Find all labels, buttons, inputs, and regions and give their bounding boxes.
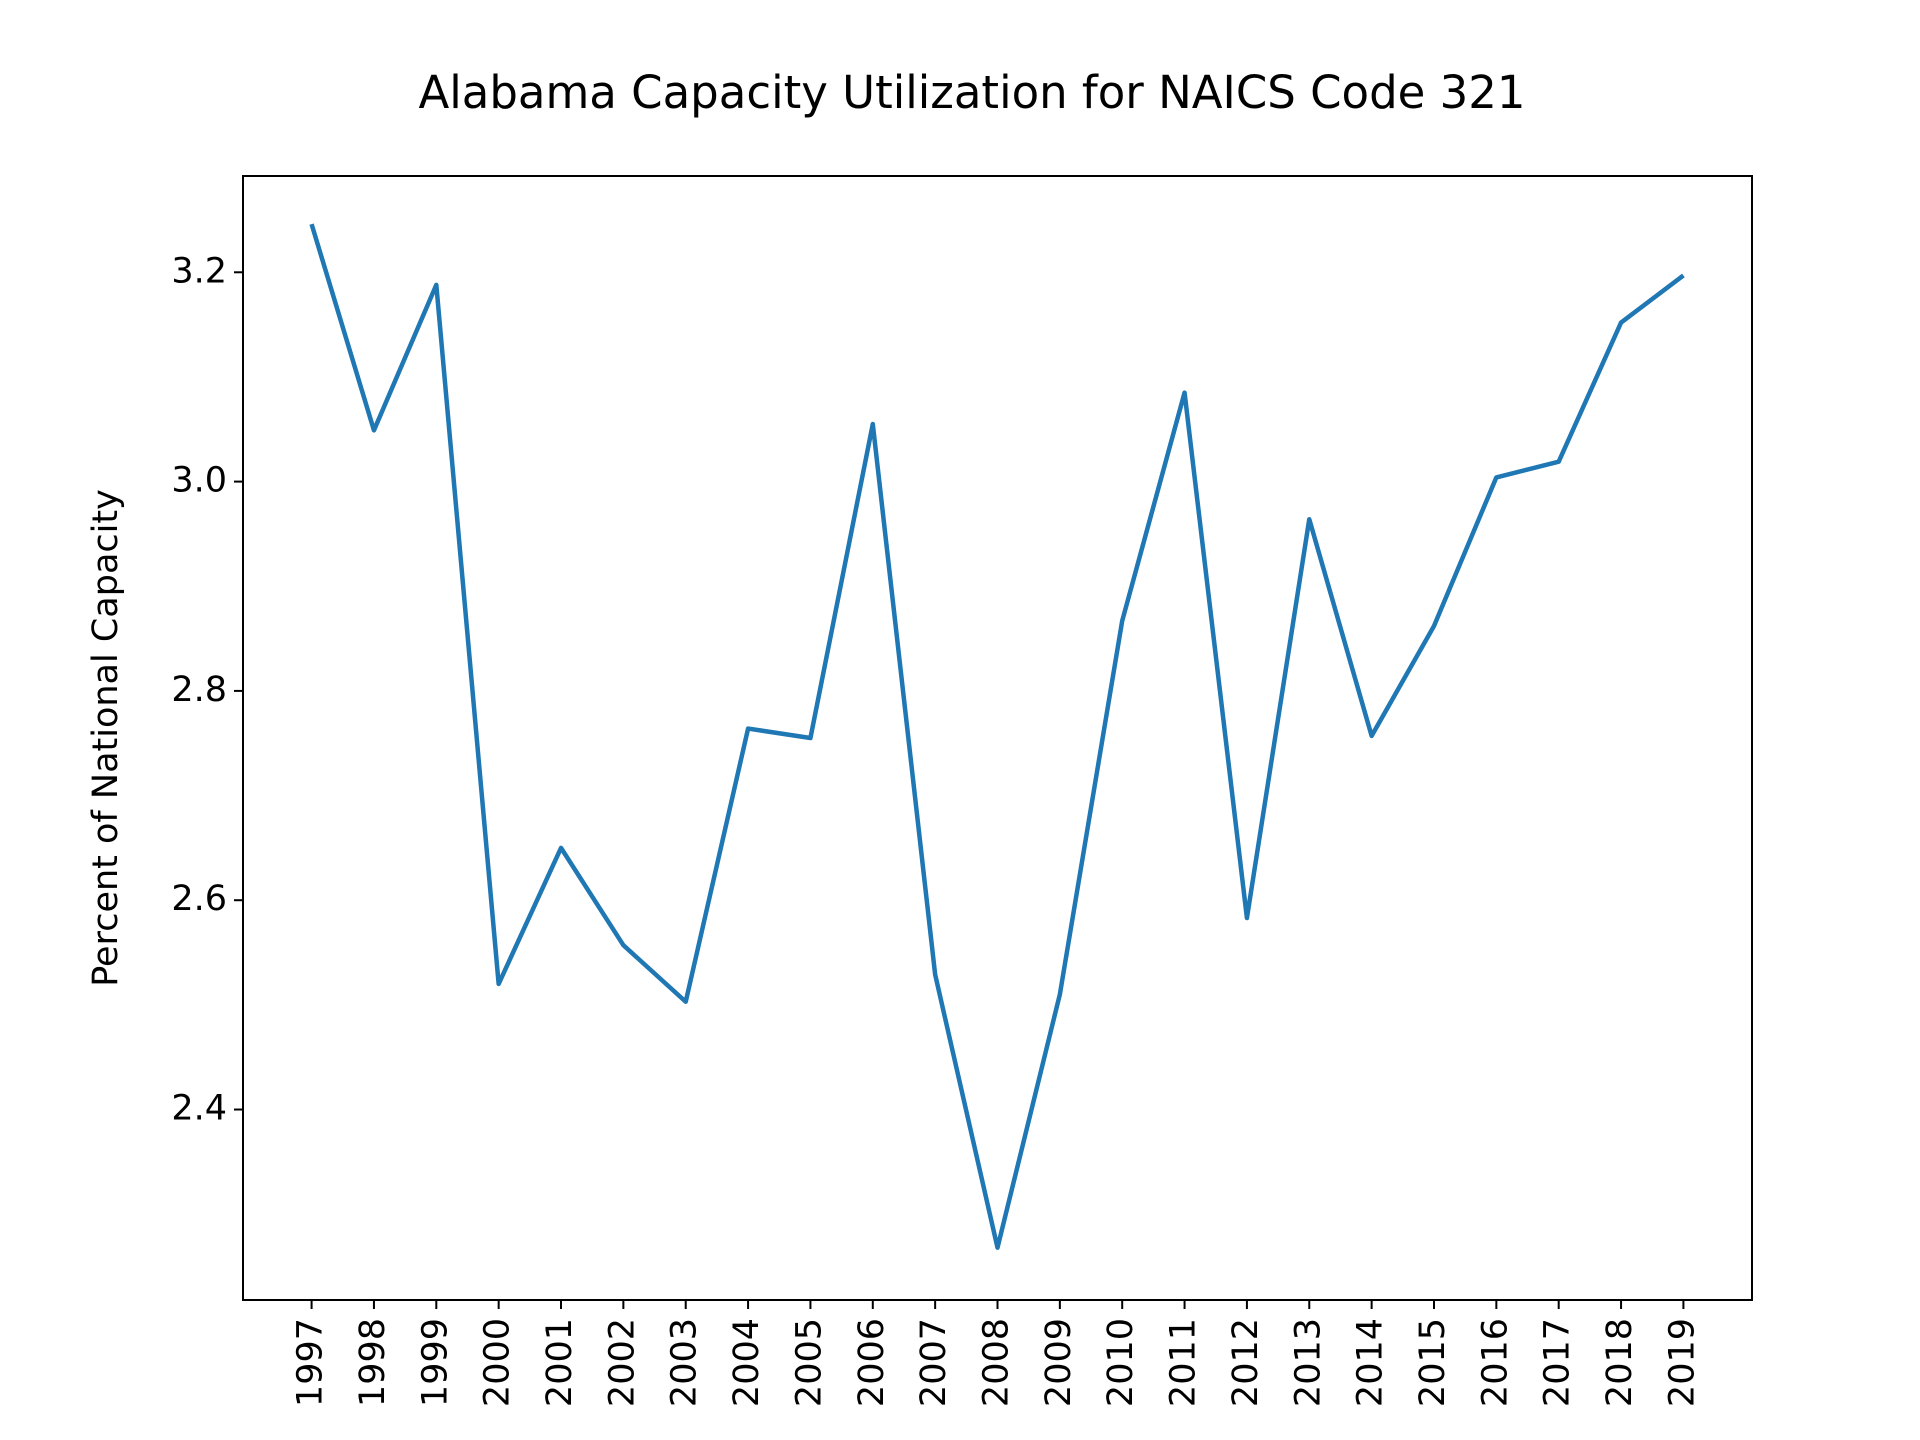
x-tick-label: 2019 (1662, 1318, 1702, 1407)
x-tick-label: 2004 (727, 1318, 767, 1407)
x-tick-label: 2005 (789, 1318, 829, 1407)
x-tick-label: 2012 (1226, 1318, 1266, 1407)
y-axis-label: Percent of National Capacity (86, 489, 126, 987)
x-tick-label: 2008 (977, 1318, 1017, 1407)
x-tick-label: 2001 (540, 1318, 580, 1407)
x-tick-label: 2003 (665, 1318, 705, 1407)
x-tick-label: 2014 (1351, 1318, 1391, 1407)
y-tick-label: 2.8 (171, 670, 227, 710)
y-tick-label: 2.6 (171, 879, 227, 919)
x-tick-label: 2016 (1475, 1318, 1515, 1407)
y-tick-label: 2.4 (171, 1089, 227, 1129)
x-tick-label: 2018 (1600, 1318, 1640, 1407)
x-tick-label: 2002 (602, 1318, 642, 1407)
x-tick-label: 2011 (1164, 1318, 1204, 1407)
y-tick-label: 3.0 (171, 461, 227, 501)
x-tick-label: 2015 (1413, 1318, 1453, 1407)
x-tick-label: 2010 (1101, 1318, 1141, 1407)
x-tick-label: 1999 (415, 1318, 455, 1407)
x-tick-label: 1997 (291, 1318, 331, 1407)
x-tick-label: 2007 (914, 1318, 954, 1407)
x-tick-label: 1998 (353, 1318, 393, 1407)
data-line (309, 223, 1685, 1250)
x-tick-label: 2013 (1288, 1318, 1328, 1407)
chart-title: Alabama Capacity Utilization for NAICS C… (418, 66, 1525, 119)
plot-frame (242, 175, 1753, 1301)
x-tick-label: 2006 (852, 1318, 892, 1407)
x-tick-label: 2000 (478, 1318, 518, 1407)
x-tick-label: 2009 (1039, 1318, 1079, 1407)
x-tick-label: 2017 (1538, 1318, 1578, 1407)
y-tick-label: 3.2 (171, 251, 227, 291)
